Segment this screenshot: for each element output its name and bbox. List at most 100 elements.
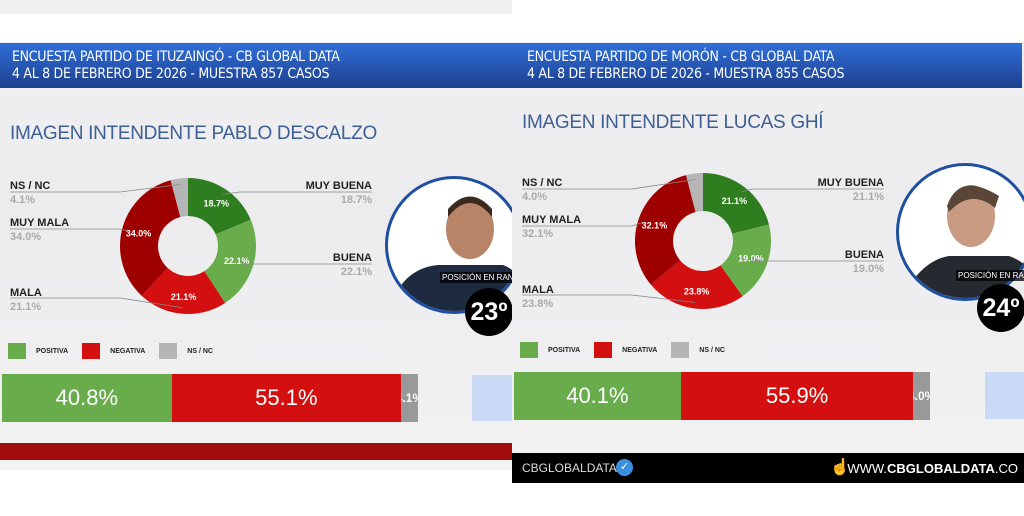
url-prefix: WWW. (847, 461, 888, 476)
bar-segment-ns-nc: 4.1% (400, 374, 418, 422)
category-label: MALA (522, 284, 554, 296)
image-donut-chart: 21.1% 19.0% 23.8% 32.1% (522, 173, 884, 309)
donut-slice-ns-nc (686, 173, 703, 212)
legend-swatch-nsnc (159, 343, 178, 359)
legend-swatch-negativa (594, 342, 613, 358)
category-value: 21.1% (10, 301, 42, 313)
poll-header: ENCUESTA PARTIDO DE MORÓN - CB GLOBAL DA… (512, 43, 1022, 88)
legend-positiva: POSITIVA (36, 347, 69, 355)
verified-check-icon: ✓ (616, 459, 633, 476)
donut-slice-mala (141, 267, 226, 314)
category-value: 23.8% (522, 298, 554, 310)
url-suffix: .CO (994, 461, 1018, 476)
category-label: NS / NC (10, 180, 51, 192)
bar-segment-positiva: 40.1% (514, 372, 681, 420)
slice-data-label: 32.1% (642, 220, 668, 230)
bottom-margin (0, 470, 512, 516)
leader-line (751, 260, 884, 263)
footer-strip (0, 443, 512, 460)
category-label: MALA (10, 287, 42, 299)
bar-segment-negativa: 55.1% (171, 374, 401, 422)
leader-line (10, 228, 128, 232)
slice-data-label: 23.8% (684, 287, 710, 297)
leader-line (522, 179, 696, 190)
category-label: MUY BUENA (817, 177, 884, 189)
legend-swatch-negativa (82, 343, 101, 359)
decorative-box (472, 375, 512, 421)
donut-slice-buena (204, 219, 256, 303)
rank-badge: 24º (977, 284, 1024, 332)
legend-swatch-positiva (520, 342, 538, 358)
donut-slice-muy-mala (119, 180, 181, 296)
category-value: 4.0% (522, 191, 548, 203)
rank-label: POSICIÓN EN RAN (440, 272, 512, 283)
chart-subtitle: IMAGEN INTENDENTE LUCAS GHÍ (522, 112, 824, 133)
bar-segment-negativa: 55.9% (680, 372, 914, 420)
header-line-2: 4 AL 8 DE FEBRERO DE 2026 - MUESTRA 857 … (12, 66, 330, 82)
poll-header: ENCUESTA PARTIDO DE ITUZAINGÓ - CB GLOBA… (0, 43, 512, 88)
legend-negativa: NEGATIVA (110, 347, 146, 355)
slice-data-label: 21.1% (722, 196, 748, 206)
pointer-hand-icon: ☝ (830, 459, 850, 476)
donut-slice-muy-mala (635, 175, 696, 285)
decorative-box (985, 372, 1024, 419)
legend-nsnc: NS / NC (699, 346, 725, 354)
footer-brand: CBGLOBALDATA (522, 461, 617, 475)
leader-line (10, 297, 183, 309)
ituzaingo-poll-panel: ENCUESTA PARTIDO DE ITUZAINGÓ - CB GLOBA… (0, 0, 512, 516)
leader-line (222, 191, 372, 195)
bar-segment-ns-nc: 4.0% (913, 372, 930, 420)
rank-badge: 23º (465, 288, 512, 336)
footer-website-link[interactable]: WWW.CBGLOBALDATA.CO (847, 461, 1018, 476)
category-value: 34.0% (10, 231, 42, 243)
donut-slice-muy-buena (703, 173, 769, 234)
category-value: 21.1% (852, 191, 884, 203)
donut-slice-mala (650, 260, 743, 309)
leader-line (522, 294, 696, 303)
summary-stacked-bar: 40.8%55.1%4.1% (2, 374, 418, 422)
image-donut-chart: 18.7% 22.1% 21.1% 34.0% (10, 178, 372, 314)
legend-positiva: POSITIVA (548, 346, 581, 354)
bottom-margin (512, 483, 1024, 516)
header-line-2: 4 AL 8 DE FEBRERO DE 2026 - MUESTRA 855 … (527, 66, 845, 82)
leader-line (741, 188, 884, 193)
slice-data-label: 34.0% (126, 229, 152, 239)
donut-slice-muy-buena (188, 178, 251, 235)
slice-data-label: 19.0% (738, 254, 764, 264)
top-margin (0, 0, 512, 42)
category-value: 32.1% (522, 228, 554, 240)
header-line-1: ENCUESTA PARTIDO DE ITUZAINGÓ - CB GLOBA… (12, 49, 340, 65)
bar-segment-positiva: 40.8% (2, 374, 172, 422)
slice-data-label: 21.1% (171, 292, 197, 302)
legend-negativa: NEGATIVA (622, 346, 658, 354)
category-label: NS / NC (522, 177, 563, 189)
legend: POSITIVA NEGATIVA NS / NC (520, 342, 739, 358)
url-bold: CBGLOBALDATA (887, 461, 995, 476)
category-label: BUENA (844, 249, 884, 261)
category-label: BUENA (332, 252, 372, 264)
category-label: MUY MALA (522, 214, 582, 226)
category-label: MUY MALA (10, 217, 70, 229)
donut-slice-ns-nc (170, 178, 188, 217)
category-label: MUY BUENA (305, 180, 372, 192)
header-line-1: ENCUESTA PARTIDO DE MORÓN - CB GLOBAL DA… (527, 49, 835, 65)
top-margin (512, 0, 1024, 42)
category-value: 18.7% (340, 194, 372, 206)
category-value: 22.1% (340, 266, 372, 278)
summary-stacked-bar: 40.1%55.9%4.0% (514, 372, 930, 420)
legend-nsnc: NS / NC (187, 347, 213, 355)
slice-data-label: 18.7% (204, 199, 230, 209)
category-value: 19.0% (852, 263, 884, 275)
brand-footer: CBGLOBALDATA ✓ ☝ WWW.CBGLOBALDATA.CO (512, 453, 1024, 483)
legend-swatch-nsnc (671, 342, 690, 358)
legend: POSITIVA NEGATIVA NS / NC (8, 343, 227, 359)
slice-data-label: 22.1% (224, 256, 250, 266)
chart-subtitle: IMAGEN INTENDENTE PABLO DESCALZO (10, 123, 377, 144)
rank-label: POSICIÓN EN RAN (956, 270, 1024, 281)
legend-swatch-positiva (8, 343, 26, 359)
donut-slice-buena (720, 224, 771, 297)
category-value: 4.1% (10, 194, 36, 206)
moron-poll-panel: ENCUESTA PARTIDO DE MORÓN - CB GLOBAL DA… (512, 0, 1024, 516)
leader-line (522, 221, 645, 227)
leader-line (10, 184, 181, 193)
